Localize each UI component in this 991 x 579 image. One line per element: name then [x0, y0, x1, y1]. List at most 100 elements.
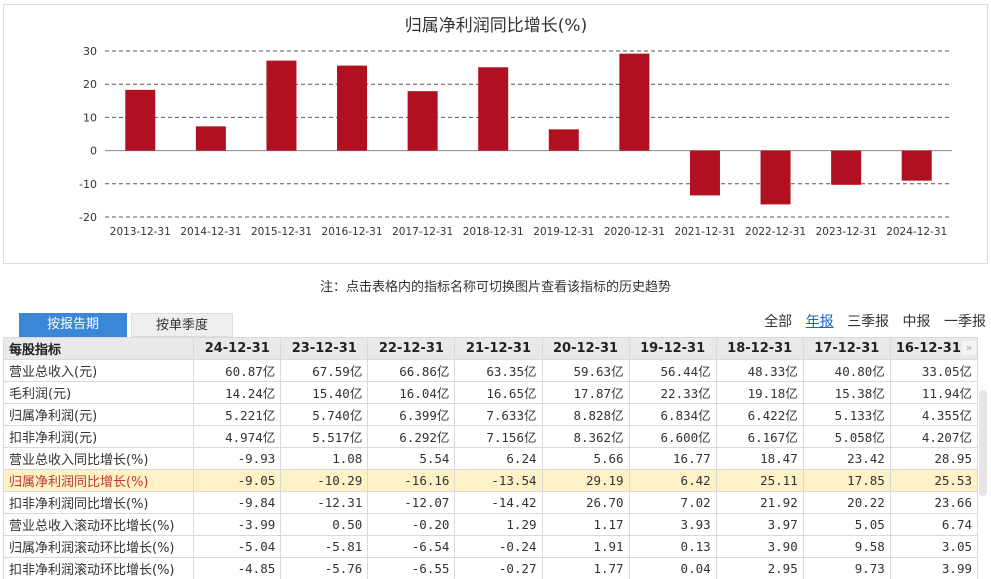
- table-cell: 22.33亿: [628, 381, 717, 404]
- indicator-name[interactable]: 毛利润(元): [2, 381, 195, 404]
- x-tick-label: 2019-12-31: [533, 226, 594, 238]
- table-cell: 5.66: [541, 447, 630, 470]
- y-tick-label: 10: [83, 111, 97, 124]
- table-cell: 19.18亿: [715, 381, 804, 404]
- table-cell: 6.600亿: [628, 425, 717, 448]
- financial-indicator-table: 每股指标 24-12-31 23-12-31 22-12-31 21-12-31…: [2, 337, 979, 579]
- y-tick-label: 0: [90, 145, 97, 158]
- table-cell: 16.77: [628, 447, 717, 470]
- vertical-scrollbar[interactable]: [979, 390, 987, 496]
- bar: [195, 126, 226, 151]
- table-cell: -5.04: [193, 535, 282, 558]
- table-cell: -5.76: [280, 557, 369, 579]
- header-date: 20-12-31: [541, 337, 630, 360]
- table-cell: 28.95: [889, 447, 979, 470]
- scroll-right-button[interactable]: »: [962, 341, 976, 355]
- table-cell: -9.84: [193, 491, 282, 514]
- table-cell: 5.058亿: [802, 425, 891, 448]
- table-cell: -3.99: [193, 513, 282, 536]
- bar: [125, 89, 156, 151]
- table-row: 营业总收入(元) 60.87亿 67.59亿 66.86亿 63.35亿 59.63亿 56…: [2, 359, 979, 382]
- bar: [760, 150, 791, 205]
- table-cell: -16.16: [367, 469, 456, 492]
- period-link-interim[interactable]: 中报: [902, 314, 931, 330]
- indicator-name[interactable]: 扣非净利润同比增长(%): [2, 491, 195, 514]
- table-cell: 0.04: [628, 557, 717, 579]
- x-tick-label: 2023-12-31: [816, 226, 877, 238]
- x-tick-label: 2022-12-31: [745, 226, 806, 238]
- tab-by-report-period[interactable]: 按报告期: [19, 313, 127, 337]
- header-date: 24-12-31: [193, 337, 282, 360]
- table-row: 归属净利润同比增长(%) -9.05 -10.29 -16.16 -13.54 29.19…: [2, 469, 979, 492]
- period-link-q3[interactable]: 三季报: [847, 314, 890, 330]
- table-cell: 6.422亿: [715, 403, 804, 426]
- period-link-annual[interactable]: 年报: [805, 314, 834, 330]
- table-cell: 7.633亿: [454, 403, 543, 426]
- indicator-name[interactable]: 归属净利润同比增长(%): [2, 469, 195, 492]
- table-cell: 1.91: [541, 535, 630, 558]
- table-cell: -13.54: [454, 469, 543, 492]
- table-cell: 1.08: [280, 447, 369, 470]
- bar: [831, 150, 862, 185]
- table-cell: 7.156亿: [454, 425, 543, 448]
- table-cell: 56.44亿: [628, 359, 717, 382]
- chart-panel: 归属净利润同比增长(%) -20 -10 0 10 20 30 2013-12-31 2014-…: [3, 4, 988, 264]
- table-row: 营业总收入滚动环比增长(%) -3.99 0.50 -0.20 1.29 1.17 3.93…: [2, 513, 979, 536]
- tab-by-single-quarter[interactable]: 按单季度: [131, 313, 233, 337]
- table-row: 扣非净利润同比增长(%) -9.84 -12.31 -12.07 -14.42 26.70…: [2, 491, 979, 514]
- table-row: 营业总收入同比增长(%) -9.93 1.08 5.54 6.24 5.66 16.77 18…: [2, 447, 979, 470]
- table-cell: 25.53: [889, 469, 979, 492]
- table-cell: 29.19: [541, 469, 630, 492]
- table-cell: 11.94亿: [889, 381, 979, 404]
- indicator-name[interactable]: 归属净利润滚动环比增长(%): [2, 535, 195, 558]
- table-row: 归属净利润滚动环比增长(%) -5.04 -5.81 -6.54 -0.24 1.91 0.…: [2, 535, 979, 558]
- x-tick-label: 2020-12-31: [604, 226, 665, 238]
- table-cell: -6.55: [367, 557, 456, 579]
- table-cell: 17.87亿: [541, 381, 630, 404]
- table-cell: 5.133亿: [802, 403, 891, 426]
- x-tick-label: 2013-12-31: [110, 226, 171, 238]
- table-cell: 17.85: [802, 469, 891, 492]
- table-cell: 1.17: [541, 513, 630, 536]
- table-cell: 18.47: [715, 447, 804, 470]
- table-cell: -0.20: [367, 513, 456, 536]
- bar: [619, 53, 650, 151]
- period-link-q1[interactable]: 一季报: [944, 314, 986, 330]
- table-cell: 67.59亿: [280, 359, 369, 382]
- table-cell: 8.828亿: [541, 403, 630, 426]
- table-cell: 6.292亿: [367, 425, 456, 448]
- bar: [337, 65, 368, 151]
- indicator-name[interactable]: 营业总收入滚动环比增长(%): [2, 513, 195, 536]
- table-cell: -9.05: [193, 469, 282, 492]
- header-date: 21-12-31: [454, 337, 543, 360]
- table-cell: 16.65亿: [454, 381, 543, 404]
- table-cell: 40.80亿: [802, 359, 891, 382]
- table-cell: 6.24: [454, 447, 543, 470]
- chart-note: 注：点击表格内的指标名称可切换图片查看该指标的历史趋势: [319, 280, 671, 295]
- period-link-all[interactable]: 全部: [764, 314, 793, 330]
- indicator-name[interactable]: 营业总收入(元): [2, 359, 195, 382]
- indicator-name[interactable]: 扣非净利润(元): [2, 425, 195, 448]
- table-row: 扣非净利润滚动环比增长(%) -4.85 -5.76 -6.55 -0.27 1.77 0.…: [2, 557, 979, 579]
- table-cell: -12.31: [280, 491, 369, 514]
- x-tick-label: 2014-12-31: [180, 226, 241, 238]
- x-tick-label: 2024-12-31: [886, 226, 947, 238]
- y-tick-label: -10: [79, 178, 97, 191]
- table-cell: 14.24亿: [193, 381, 282, 404]
- table-cell: 23.42: [802, 447, 891, 470]
- indicator-name[interactable]: 营业总收入同比增长(%): [2, 447, 195, 470]
- indicator-name[interactable]: 归属净利润(元): [2, 403, 195, 426]
- table-cell: 3.05: [889, 535, 979, 558]
- table-cell: -5.81: [280, 535, 369, 558]
- x-tick-label: 2021-12-31: [674, 226, 735, 238]
- header-date: 18-12-31: [715, 337, 804, 360]
- table-cell: -14.42: [454, 491, 543, 514]
- header-date: 19-12-31: [628, 337, 717, 360]
- table-cell: 5.05: [802, 513, 891, 536]
- table-cell: 2.95: [715, 557, 804, 579]
- indicator-name[interactable]: 扣非净利润滚动环比增长(%): [2, 557, 195, 579]
- table-cell: 7.02: [628, 491, 717, 514]
- table-cell: 16.04亿: [367, 381, 456, 404]
- bar: [901, 150, 932, 181]
- x-tick-label: 2018-12-31: [463, 226, 524, 238]
